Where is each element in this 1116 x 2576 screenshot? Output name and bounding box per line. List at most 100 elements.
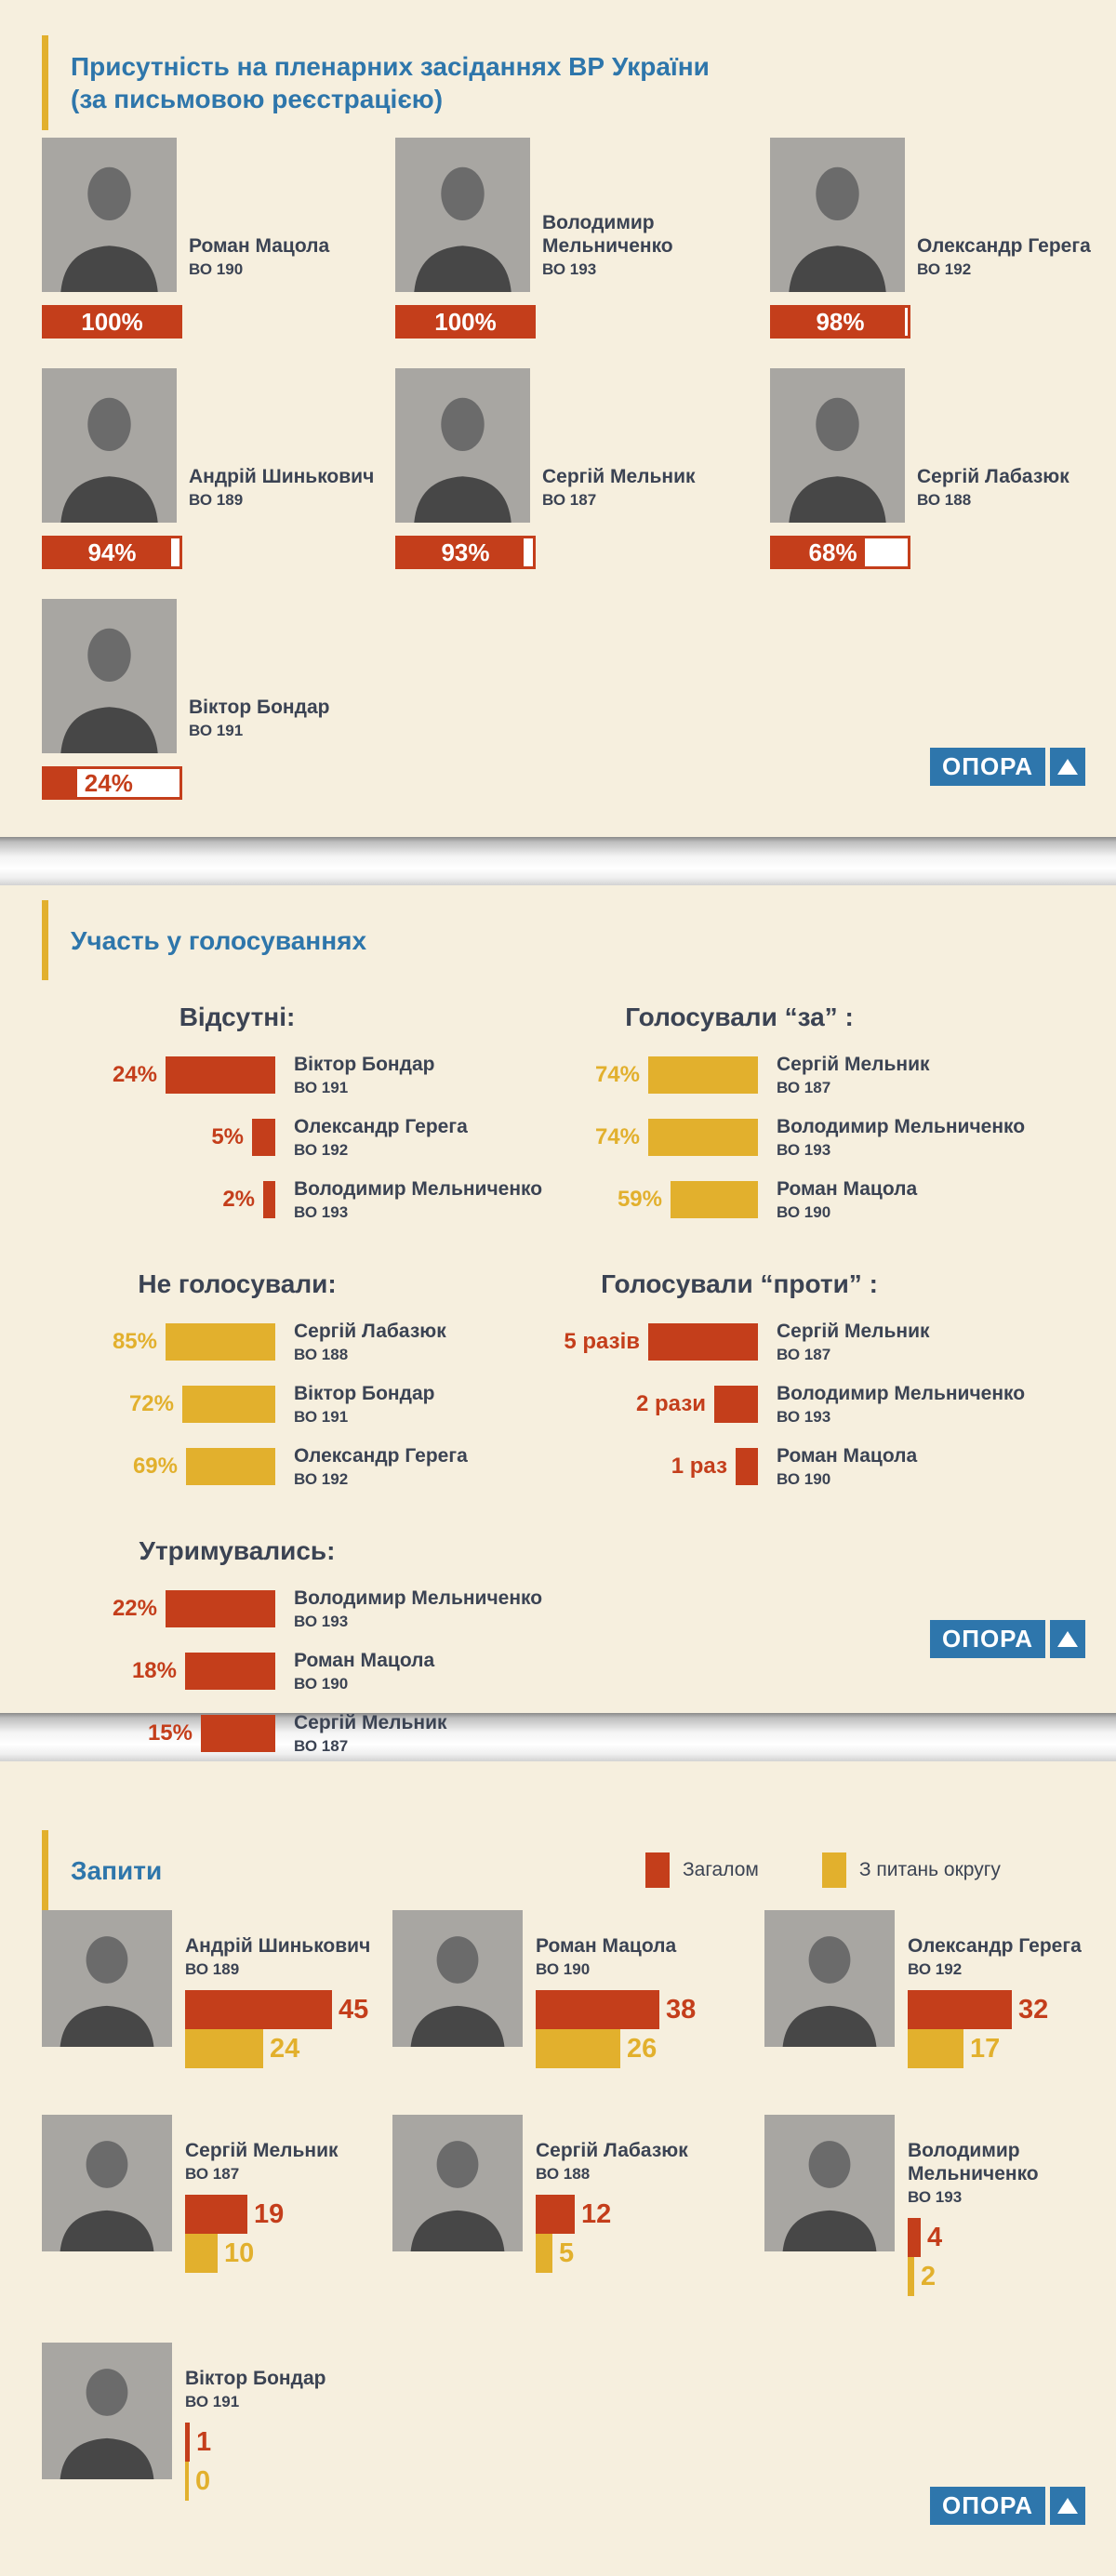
person-name: Роман Мацола — [777, 1178, 918, 1200]
mini-chart-heading: Голосували “за” : — [625, 1003, 854, 1031]
chart-row: 72% Віктор Бондар ВО 191 — [42, 1382, 521, 1427]
district-label: ВО 188 — [294, 1346, 349, 1363]
person-name: Олександр Герега — [917, 235, 1091, 257]
district-label: ВО 190 — [536, 1960, 591, 1978]
mini-chart-voted_for: Голосували “за” : 74% Сергій Мельник ВО 187… — [521, 1003, 1116, 1240]
section-divider — [0, 1713, 1116, 1761]
district-label: ВО 188 — [536, 2165, 591, 2183]
total-value: 45 — [339, 1995, 369, 2025]
presence-title-line1: Присутність на пленарних засіданнях ВР У… — [71, 52, 710, 81]
bar — [648, 1056, 758, 1094]
district-label: ВО 187 — [777, 1079, 831, 1096]
district-label: ВО 192 — [908, 1960, 963, 1978]
bar-value-label: 24% — [112, 1062, 157, 1087]
presence-header: Присутність на пленарних засіданнях ВР У… — [42, 0, 1116, 130]
person-info: Володимир Мельниченко ВО 193 — [294, 1177, 542, 1222]
bar-value-label: 74% — [594, 1062, 640, 1087]
bar-value-label: 74% — [594, 1124, 640, 1149]
presence-section: Присутність на пленарних засіданнях ВР У… — [0, 0, 1116, 837]
district-label: ВО 188 — [917, 491, 972, 509]
query-bars: 32 17 — [908, 1990, 1082, 2068]
bar-value-label: 2 рази — [636, 1391, 706, 1416]
district-value: 24 — [270, 2034, 300, 2064]
person-photo — [42, 2115, 172, 2251]
queries-title: Запити — [71, 1855, 163, 1885]
total-value: 19 — [254, 2199, 285, 2229]
opora-triangle-icon — [1057, 1631, 1078, 1647]
bar-value-label: 69% — [132, 1454, 178, 1479]
district-label: ВО 193 — [908, 2188, 963, 2206]
bar-value-label: 22% — [112, 1596, 157, 1621]
voting-title: Участь у голосуваннях — [71, 925, 367, 955]
query-bars: 45 24 — [185, 1990, 370, 2068]
chart-row: 10 — [185, 2234, 339, 2273]
attendance-fill — [45, 538, 172, 566]
chart-row: 1 раз Роман Мацола ВО 190 — [521, 1444, 1116, 1489]
district-value: 5 — [559, 2238, 575, 2268]
district-label: ВО 190 — [777, 1203, 831, 1221]
person-name: Віктор Бондар — [185, 2368, 326, 2389]
opora-logo-text: ОПОРА — [930, 1620, 1045, 1658]
query-bars: 12 5 — [536, 2195, 688, 2273]
person-photo — [42, 599, 177, 753]
bar — [186, 1448, 275, 1485]
person-info: Роман Мацола ВО 190 — [777, 1177, 917, 1222]
person-name: Володимир Мельниченко — [294, 1587, 543, 1609]
person-info: Володимир Мельниченко ВО 193 — [777, 1382, 1025, 1427]
district-label: ВО 193 — [294, 1203, 349, 1221]
attendance-bar: 100% — [395, 305, 536, 339]
person-name: Андрій Шинькович — [185, 1935, 371, 1957]
district-bar — [536, 2029, 620, 2068]
attendance-fill — [773, 308, 906, 336]
chart-row: 19 — [185, 2195, 339, 2234]
district-label: ВО 191 — [294, 1408, 349, 1426]
person-card: Володимир Мельниченко ВО 193 100% — [395, 138, 770, 339]
chart-row: 15% Сергій Мельник ВО 187 — [42, 1711, 521, 1756]
chart-row: 26 — [536, 2029, 696, 2068]
person-info: Сергій Мельник ВО 187 — [542, 368, 696, 523]
district-value: 17 — [970, 2034, 1001, 2064]
query-card: Сергій Лабазюк ВО 188 12 5 — [392, 2115, 764, 2296]
attendance-percent: 24% — [84, 768, 133, 797]
chart-row: 74% Володимир Мельниченко ВО 193 — [521, 1115, 1116, 1160]
total-bar — [908, 1990, 1012, 2029]
attendance-bar: 98% — [770, 305, 910, 339]
chart-row: 59% Роман Мацола ВО 190 — [521, 1177, 1116, 1222]
person-info: Віктор Бондар ВО 191 — [189, 599, 329, 753]
total-bar — [536, 1990, 659, 2029]
query-cards-grid: Андрій Шинькович ВО 189 45 24 Роман Мацола ВО… — [42, 1910, 1116, 2501]
person-name: Роман Мацола — [536, 1935, 677, 1957]
person-info: Віктор Бондар ВО 191 — [294, 1053, 434, 1097]
mini-chart-not_voted: Не голосували: 85% Сергій Лабазюк ВО 188 72%… — [42, 1269, 521, 1507]
voting-charts-grid: Відсутні: 24% Віктор Бондар ВО 191 5% Олексан… — [42, 1003, 1116, 1773]
person-name: Роман Мацола — [294, 1650, 435, 1671]
person-name: Володимир Мельниченко — [777, 1383, 1026, 1404]
person-info: Віктор Бондар ВО 191 — [294, 1382, 434, 1427]
person-photo — [764, 2115, 895, 2251]
district-label: ВО 191 — [185, 2393, 240, 2410]
district-value: 2 — [921, 2262, 937, 2291]
mini-chart-absent: Відсутні: 24% Віктор Бондар ВО 191 5% Олексан… — [42, 1003, 542, 1240]
person-card: Сергій Мельник ВО 187 93% — [395, 368, 770, 569]
opora-logo-text: ОПОРА — [930, 2487, 1045, 2525]
attendance-percent: 100% — [434, 307, 497, 336]
district-label: ВО 187 — [185, 2165, 240, 2183]
person-name: Сергій Мельник — [294, 1712, 447, 1733]
bar-value-label: 15% — [147, 1720, 193, 1746]
person-photo — [770, 368, 905, 523]
chart-row: 24% Віктор Бондар ВО 191 — [42, 1053, 521, 1097]
bar-value-label: 59% — [617, 1187, 662, 1212]
attendance-bar: 100% — [42, 305, 182, 339]
total-bar — [536, 2195, 575, 2234]
person-photo — [392, 2115, 523, 2251]
bar-value-label: 5% — [211, 1124, 244, 1149]
bar — [166, 1323, 275, 1361]
attendance-fill — [398, 308, 533, 336]
voting-section: Участь у голосуваннях Відсутні: 24% Віктор… — [0, 885, 1116, 1755]
chart-row: 2% Володимир Мельниченко ВО 193 — [42, 1177, 542, 1222]
attendance-bar: 68% — [770, 536, 910, 569]
person-info: Сергій Мельник ВО 187 — [777, 1320, 930, 1364]
query-card: Сергій Мельник ВО 187 19 10 — [42, 2115, 392, 2296]
bar — [185, 1653, 275, 1690]
